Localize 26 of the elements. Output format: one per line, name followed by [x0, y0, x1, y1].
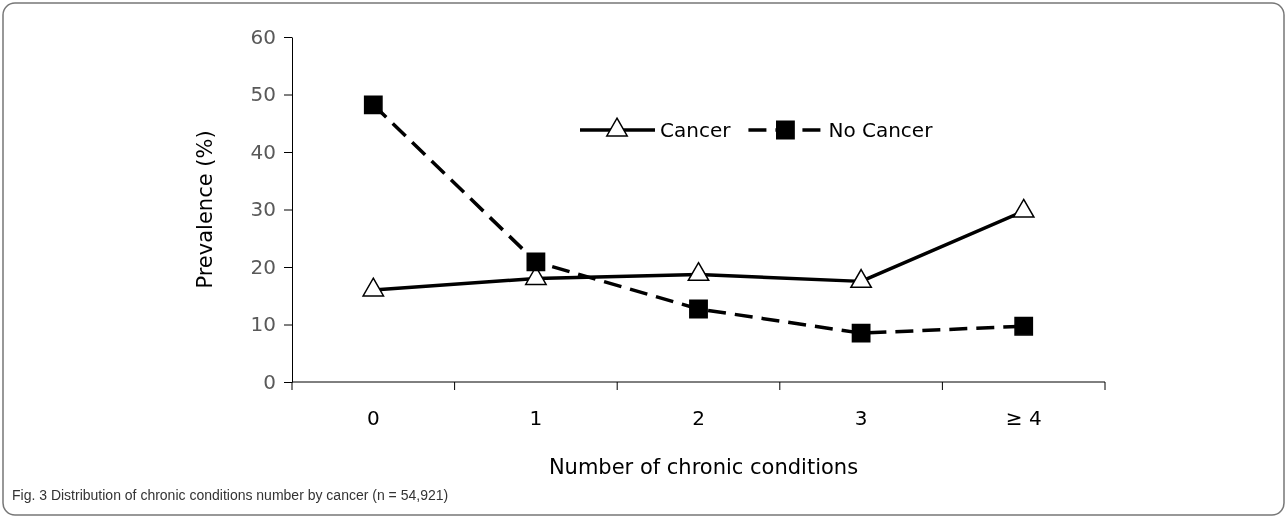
- point: [362, 277, 385, 297]
- x-tick-label: 2: [692, 406, 705, 430]
- point: [689, 299, 708, 319]
- point: [851, 323, 871, 343]
- y-tick-label: 50: [250, 82, 276, 107]
- point: [526, 252, 546, 272]
- x-tick-label: 1: [529, 406, 543, 430]
- y-tick-label: 40: [250, 139, 276, 164]
- point: [1014, 316, 1034, 336]
- legend-label: No Cancer: [828, 118, 934, 142]
- point: [850, 268, 873, 289]
- y-tick-label: 60: [250, 24, 276, 49]
- x-axis-title: Number of chronic conditions: [548, 455, 859, 479]
- point: [363, 95, 383, 115]
- point: [1012, 198, 1035, 218]
- y-tick-label: 20: [250, 254, 276, 279]
- x-tick-label: 0: [366, 406, 380, 430]
- y-tick-label: 0: [263, 369, 276, 394]
- point: [687, 261, 710, 282]
- legend-label: Cancer: [660, 118, 732, 142]
- caption: Fig. 3 Distribution of chronic conditions number by cancer (n = 54,921): [12, 487, 449, 503]
- y-tick-label: 10: [250, 312, 276, 337]
- x-tick-label: 3: [854, 406, 868, 430]
- y-axis-title: Prevalence (%): [193, 130, 217, 289]
- x-tick-label: ≥ 4: [1005, 406, 1042, 430]
- y-tick-label: 30: [250, 197, 276, 222]
